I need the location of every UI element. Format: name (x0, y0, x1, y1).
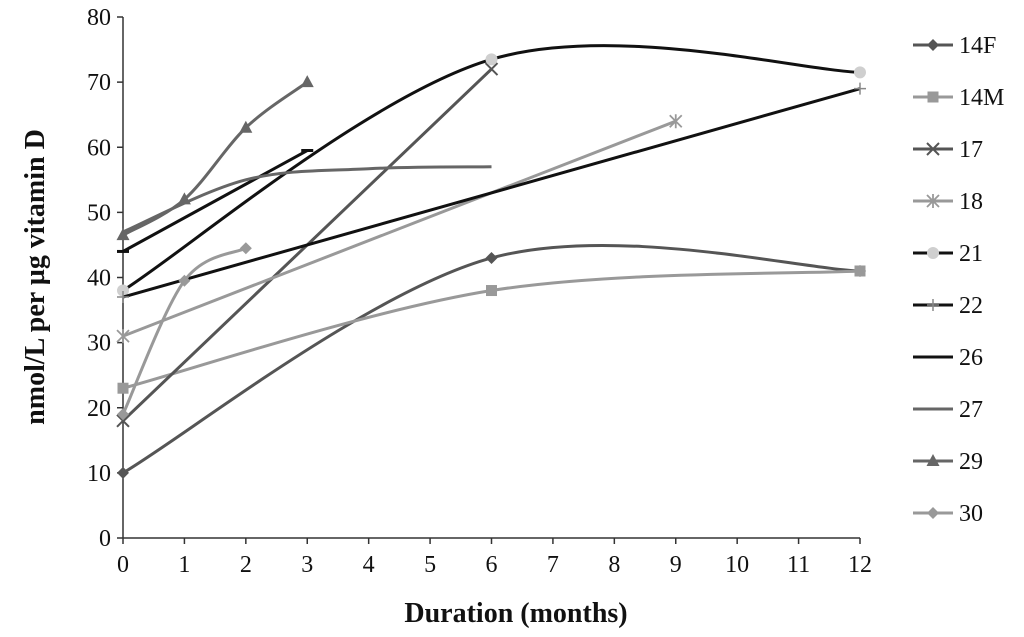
series-line-14F (122, 243, 861, 475)
legend-marker (926, 142, 940, 156)
x-tick-label: 5 (424, 552, 436, 578)
data-point-30 (117, 408, 129, 421)
x-tick-label: 3 (301, 552, 313, 578)
data-point-30 (178, 274, 191, 287)
data-point-18 (116, 329, 130, 344)
y-tick-label: 30 (87, 331, 111, 357)
series-26 (117, 149, 314, 253)
x-tick-label: 6 (486, 552, 498, 578)
legend-marker (927, 91, 939, 103)
legend-label: 14M (959, 85, 1004, 111)
legend-label: 14F (959, 33, 996, 59)
series-22 (117, 82, 866, 304)
data-point-22 (117, 291, 129, 304)
data-point-21 (854, 66, 866, 79)
legend-label: 22 (959, 293, 983, 319)
series-18 (116, 114, 683, 344)
x-tick-label: 9 (670, 552, 682, 578)
legend-marker (927, 39, 939, 51)
legend-marker (926, 194, 940, 208)
x-tick-label: 10 (725, 552, 749, 578)
y-tick-label: 0 (99, 526, 111, 552)
y-tick-label: 20 (87, 396, 111, 422)
legend-label: 26 (959, 345, 983, 371)
legend-label: 30 (959, 501, 983, 527)
legend-item-17: 17 (913, 137, 983, 163)
series-30 (117, 242, 252, 421)
data-point-29 (177, 192, 191, 205)
data-point-14F (485, 251, 498, 264)
legend-item-14M: 14M (913, 85, 1004, 111)
legend-item-26: 26 (913, 345, 983, 371)
legend-marker (926, 454, 940, 466)
legend: 14F 14M 17 18 21 22 26 27 29 30 (913, 33, 1004, 527)
x-axis-title: Duration (months) (404, 598, 627, 629)
y-axis-title: nmol/L per µg vitamin D (20, 129, 51, 425)
data-point-22 (854, 82, 866, 95)
legend-item-30: 30 (913, 501, 983, 527)
data-point-14M (117, 382, 129, 394)
legend-item-22: 22 (913, 293, 983, 319)
x-tick-label: 8 (608, 552, 620, 578)
y-tick-label: 60 (87, 135, 111, 161)
y-tick-label: 10 (87, 461, 111, 487)
data-point-21 (485, 53, 498, 66)
series-29 (116, 75, 314, 241)
y-tick-label: 50 (87, 200, 111, 226)
series-line-22 (122, 87, 861, 299)
y-tick-label: 70 (87, 70, 111, 96)
x-ticks: 0 1 2 3 4 5 6 7 8 9 10 11 12 (117, 538, 872, 578)
data-point-17 (116, 414, 130, 428)
legend-label: 29 (959, 449, 983, 475)
y-ticks: 0 10 20 30 40 50 60 70 80 (87, 5, 123, 552)
series-line-18 (122, 119, 677, 338)
data-point-30 (239, 242, 252, 255)
legend-item-18: 18 (913, 189, 983, 215)
legend-label: 21 (959, 241, 983, 267)
data-point-21 (117, 284, 129, 297)
y-tick-label: 80 (87, 5, 111, 31)
data-point-14M (486, 285, 497, 297)
data-point-17 (484, 62, 499, 76)
y-tick-label: 40 (87, 266, 111, 292)
x-tick-label: 12 (848, 552, 872, 578)
data-point-14M (854, 265, 866, 277)
x-tick-label: 0 (117, 552, 129, 578)
legend-item-14F: 14F (913, 33, 996, 59)
series-14F (117, 243, 866, 479)
x-tick-label: 4 (363, 552, 375, 578)
series-21 (117, 44, 866, 297)
x-tick-label: 11 (787, 552, 810, 578)
legend-item-21: 21 (913, 241, 983, 267)
data-point-18 (669, 114, 683, 129)
legend-label: 27 (959, 397, 983, 423)
series-line-26 (122, 149, 308, 253)
series-line-29 (122, 80, 309, 237)
legend-item-27: 27 (913, 397, 983, 423)
legend-marker (927, 507, 939, 519)
data-point-29 (116, 228, 130, 241)
legend-label: 18 (959, 189, 983, 215)
legend-marker (927, 299, 939, 311)
series-layer (116, 44, 866, 479)
legend-item-29: 29 (913, 449, 983, 475)
data-point-14F (117, 466, 129, 479)
x-tick-label: 2 (240, 552, 252, 578)
legend-label: 17 (959, 137, 983, 163)
series-14M (117, 265, 866, 394)
data-point-29 (239, 120, 253, 133)
series-line-30 (121, 246, 247, 415)
x-tick-label: 1 (178, 552, 190, 578)
legend-marker (927, 247, 939, 259)
data-point-29 (300, 75, 314, 88)
x-tick-label: 7 (547, 552, 559, 578)
